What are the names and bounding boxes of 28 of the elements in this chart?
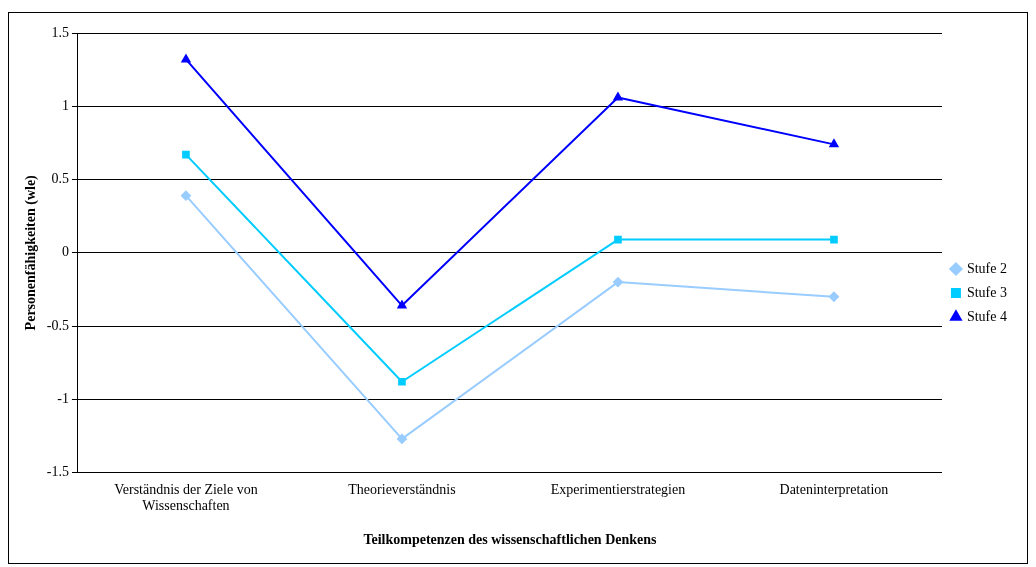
point	[828, 291, 839, 302]
y-tick-label: 0	[61, 244, 69, 260]
y-tick-label: 0.5	[51, 171, 69, 187]
point	[181, 54, 191, 63]
legend-label: Stufe 2	[966, 260, 1008, 276]
point	[396, 433, 407, 444]
point	[180, 190, 191, 201]
x-tick-label: Theorieverständnis	[348, 481, 456, 497]
y-tick-label: -1.5	[46, 464, 69, 480]
point	[397, 300, 407, 309]
legend-label: Stufe 3	[966, 284, 1008, 300]
point	[829, 139, 839, 148]
point	[613, 92, 623, 101]
point	[398, 377, 406, 386]
y-tick-label: -1	[57, 391, 69, 407]
point	[830, 235, 838, 244]
point	[612, 277, 623, 288]
point	[182, 150, 190, 159]
point	[614, 235, 622, 244]
x-tick-label: Verständnis der Ziele von Wissenschaften	[114, 481, 258, 514]
y-tick-label: 1.5	[51, 24, 69, 40]
x-tick-label: Dateninterpretation	[779, 481, 889, 497]
y-tick-label: -0.5	[46, 317, 69, 333]
legend-label: Stufe 4	[966, 308, 1008, 324]
x-axis-title: Teilkompetenzen des wissenschaftlichen Denkens	[363, 532, 658, 548]
y-tick-label: 1	[61, 97, 69, 113]
y-axis-title: Personenfähigkeiten (wle)	[23, 174, 40, 331]
x-tick-label: Experimentierstrategien	[550, 481, 686, 497]
